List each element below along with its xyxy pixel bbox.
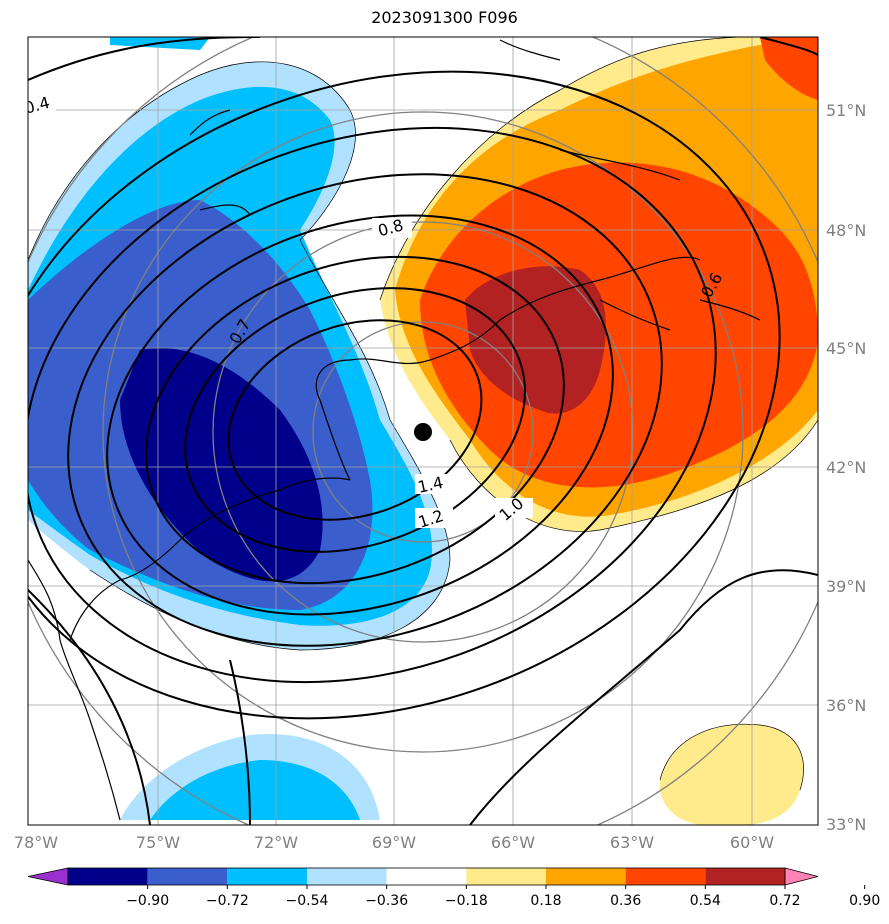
- lat-label: 42°N: [826, 458, 866, 477]
- colorbar-segment: [546, 868, 626, 885]
- map-frame: [27, 36, 819, 826]
- contour-4: [106, 214, 614, 616]
- colorbar-tick-label: 0.54: [690, 893, 721, 909]
- lat-label: 39°N: [826, 577, 866, 596]
- lon-label: 75°W: [136, 833, 180, 852]
- contour-outer-5: [759, 37, 818, 56]
- zero-contour-lines: [28, 37, 818, 791]
- contour-3: [145, 255, 565, 585]
- lat-label: 51°N: [826, 101, 866, 120]
- contour-label-1-4: 1.4: [416, 473, 445, 497]
- anomaly-fill-red-orange: [420, 162, 818, 488]
- lat-label: 48°N: [826, 221, 866, 240]
- colorbar-tick-label: −0.90: [126, 893, 169, 909]
- colorbar-segment: [68, 868, 148, 885]
- map-title: 2023091300 F096: [371, 8, 518, 27]
- colorbar-segment: [625, 868, 706, 885]
- colorbar-tick-label: −0.54: [286, 893, 329, 909]
- colorbar-extend-max: [784, 867, 819, 886]
- lon-label: 63°W: [610, 833, 654, 852]
- contour-2: [184, 287, 526, 553]
- lon-label: 66°W: [491, 833, 535, 852]
- colorbar-segment: [466, 868, 546, 885]
- contour-5: [67, 173, 663, 647]
- colorbar-tick-label: 0.36: [610, 893, 641, 909]
- colorbar-tick-label: 0.90: [849, 893, 880, 909]
- lat-label: 33°N: [826, 815, 866, 834]
- colorbar-tick-label: −0.36: [365, 893, 408, 909]
- lon-label: 78°W: [14, 833, 58, 852]
- colorbar-tick-label: 0.18: [530, 893, 561, 909]
- anomaly-fill-ne-red: [760, 37, 818, 100]
- colorbar-segment: [386, 868, 467, 885]
- lat-label: 36°N: [826, 696, 866, 715]
- contour-7: [28, 70, 781, 720]
- anomaly-fill-se-yellow: [659, 724, 804, 825]
- lon-label: 69°W: [372, 833, 416, 852]
- range-ring-lines: [28, 37, 818, 825]
- map-gridlines: [28, 37, 818, 825]
- lon-label: 60°W: [730, 833, 774, 852]
- contour-outer-4: [469, 569, 818, 825]
- anomaly-fill-navy: [120, 348, 323, 582]
- anomaly-fill-dark-red: [465, 266, 606, 414]
- lon-label: 72°W: [254, 833, 298, 852]
- colorbar-segment: [147, 868, 228, 885]
- longitude-labels: 78°W 75°W 72°W 69°W 66°W 63°W 60°W: [14, 833, 774, 852]
- colorbar-outline: [67, 867, 786, 886]
- height-contours: [28, 37, 818, 825]
- contour-outer-2: [28, 589, 151, 825]
- colorbar-tick-label: −0.72: [206, 893, 249, 909]
- contour-6: [28, 126, 717, 684]
- colorbar-segment: [227, 868, 307, 885]
- colorbar-segment: [705, 868, 785, 885]
- storm-center-marker: [414, 423, 432, 441]
- contour-1: [227, 319, 483, 521]
- contour-label-0-4: 0.4: [22, 93, 52, 118]
- contour-outer-3: [229, 659, 251, 825]
- colorbar-extend-min: [27, 867, 69, 886]
- map-plot-area: 0.4 0.8 0.7 0.6 1.4 1.2 1.0: [22, 37, 818, 825]
- anomaly-fill-south-blue-2: [150, 760, 360, 820]
- coastlines: [28, 39, 761, 821]
- colorbar-tick-label: 0.72: [769, 893, 800, 909]
- lat-label: 45°N: [826, 339, 866, 358]
- latitude-labels: 51°N 48°N 45°N 42°N 39°N 36°N 33°N: [826, 101, 866, 834]
- colorbar-segment: [307, 868, 387, 885]
- colorbar-tick-label: −0.18: [445, 893, 488, 909]
- colorbar: −0.90 −0.72 −0.54 −0.36 −0.18 0.18 0.36 0.54 0.7…: [27, 867, 880, 909]
